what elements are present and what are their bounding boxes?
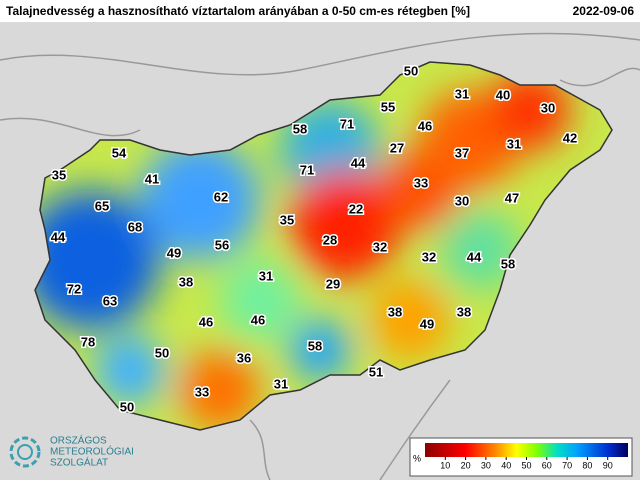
title: Talajnedvesség a hasznosítható víztartal… xyxy=(6,4,470,18)
station-value: 28 xyxy=(323,232,337,247)
station-value: 31 xyxy=(274,376,288,391)
station-value: 27 xyxy=(390,140,404,155)
station-value: 41 xyxy=(145,171,159,186)
station-value: 46 xyxy=(199,314,213,329)
station-value: 55 xyxy=(381,99,395,114)
logo-text: ORSZÁGOS xyxy=(50,434,107,447)
colorbar-tick-label: 70 xyxy=(562,460,572,470)
station-value: 49 xyxy=(420,316,434,331)
logo: ORSZÁGOS METEOROLÓGIAI SZOLGÁLAT xyxy=(9,434,134,469)
station-value: 63 xyxy=(103,293,117,308)
colorbar-tick-label: 60 xyxy=(542,460,552,470)
station-value: 68 xyxy=(128,219,142,234)
station-value: 44 xyxy=(467,249,482,264)
station-value: 65 xyxy=(95,198,109,213)
station-value: 44 xyxy=(51,229,66,244)
station-value: 33 xyxy=(414,175,428,190)
station-value: 38 xyxy=(388,304,402,319)
station-value: 71 xyxy=(340,116,354,131)
date: 2022-09-06 xyxy=(573,4,635,18)
station-value: 58 xyxy=(293,121,307,136)
station-value: 56 xyxy=(215,237,229,252)
station-value: 46 xyxy=(251,312,265,327)
station-value: 31 xyxy=(455,86,469,101)
station-value: 37 xyxy=(455,145,469,160)
colorbar-tick-label: 20 xyxy=(461,460,471,470)
station-value: 58 xyxy=(501,256,515,271)
colorbar-tick-label: 10 xyxy=(440,460,450,470)
station-value: 35 xyxy=(280,212,294,227)
header-bar xyxy=(0,0,640,22)
colorbar-tick-label: 50 xyxy=(521,460,531,470)
colorbar-tick-label: 30 xyxy=(481,460,491,470)
station-value: 22 xyxy=(349,201,363,216)
station-value: 46 xyxy=(418,118,432,133)
station-value: 51 xyxy=(369,364,383,379)
station-value: 33 xyxy=(195,384,209,399)
logo-text: SZOLGÁLAT xyxy=(50,456,108,469)
station-value: 58 xyxy=(308,338,322,353)
station-value: 62 xyxy=(214,189,228,204)
borders xyxy=(0,32,640,480)
station-value: 30 xyxy=(455,193,469,208)
colorbar-tick-label: 40 xyxy=(501,460,511,470)
station-value: 71 xyxy=(300,162,314,177)
station-value: 36 xyxy=(237,350,251,365)
station-value: 35 xyxy=(52,167,66,182)
station-value: 40 xyxy=(496,87,510,102)
colorbar-ticks: 10 20 30 40 50 60 70 80 90 xyxy=(440,457,613,470)
station-value: 32 xyxy=(373,239,387,254)
station-value: 31 xyxy=(507,136,521,151)
station-value: 30 xyxy=(541,100,555,115)
station-value: 50 xyxy=(155,345,169,360)
station-value: 50 xyxy=(404,63,418,78)
colorbar-unit: % xyxy=(413,453,421,463)
station-value: 78 xyxy=(81,334,95,349)
station-labels: 50 31 40 30 42 55 71 58 46 27 37 31 54 44 71 33 35 41 62 30… xyxy=(49,62,578,416)
station-value: 47 xyxy=(505,190,519,205)
colorbar-tick-label: 80 xyxy=(582,460,592,470)
logo-text: METEOROLÓGIAI xyxy=(50,445,134,458)
colorbar-tick-label: 90 xyxy=(603,460,613,470)
station-value: 31 xyxy=(259,268,273,283)
station-value: 49 xyxy=(167,245,181,260)
station-value: 50 xyxy=(120,399,134,414)
station-value: 54 xyxy=(112,145,127,160)
station-value: 42 xyxy=(563,130,577,145)
station-value: 29 xyxy=(326,276,340,291)
colorbar xyxy=(425,443,628,457)
station-value: 44 xyxy=(351,155,366,170)
station-value: 32 xyxy=(422,249,436,264)
station-value: 72 xyxy=(67,281,81,296)
station-value: 38 xyxy=(457,304,471,319)
station-value: 38 xyxy=(179,274,193,289)
